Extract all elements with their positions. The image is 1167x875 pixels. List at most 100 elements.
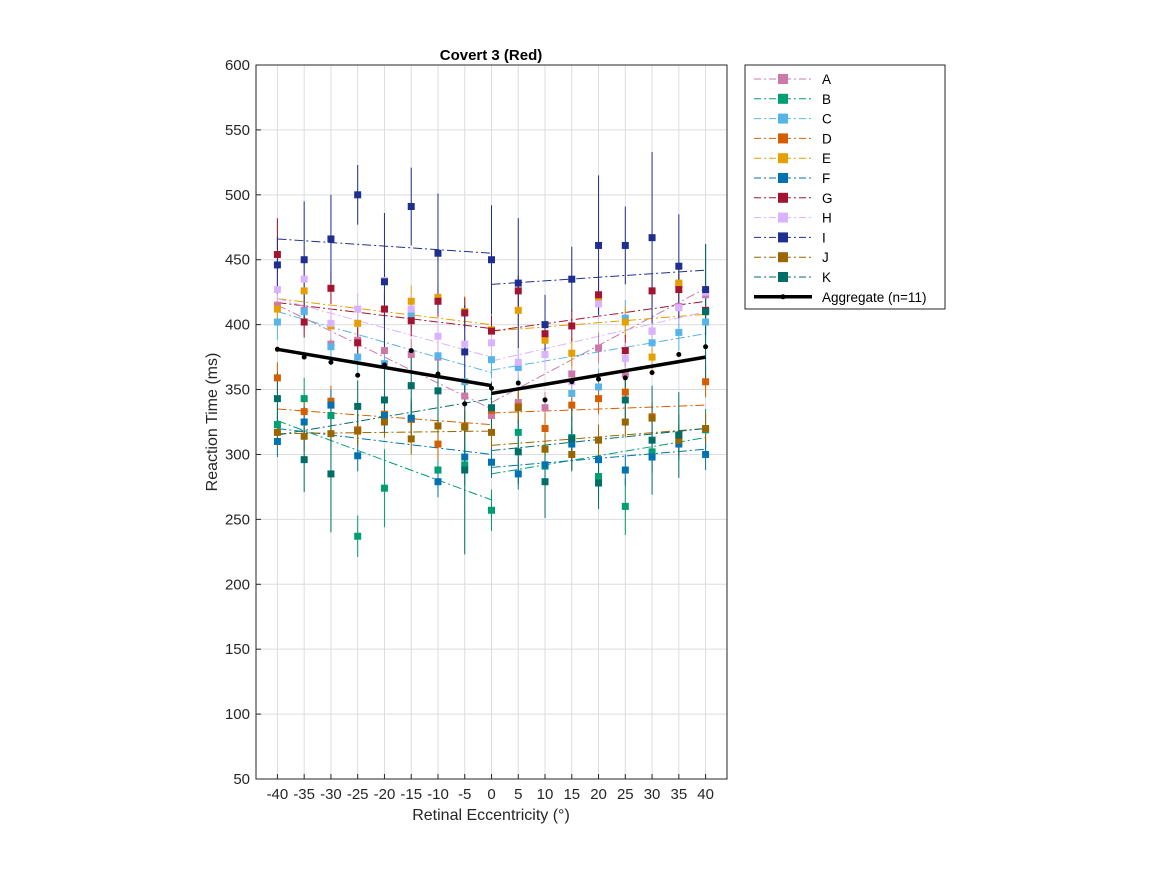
x-tick-label: 5: [514, 786, 522, 803]
series-h-marker: [648, 327, 656, 335]
legend-i-label: I: [822, 230, 826, 245]
series-k-marker: [300, 456, 308, 464]
legend-f-swatch: [778, 173, 788, 183]
legend-a-label: A: [822, 72, 831, 87]
series-f-marker: [702, 450, 710, 458]
x-tick-label: 10: [537, 786, 554, 803]
series-k-marker: [434, 387, 442, 395]
series-f-marker: [327, 401, 335, 409]
series-k-marker: [407, 382, 415, 390]
series-e-marker: [675, 279, 683, 287]
series-i-marker: [380, 278, 388, 286]
aggregate-point: [703, 344, 709, 350]
aggregate-point: [596, 376, 602, 382]
series-e-marker: [648, 353, 656, 361]
legend-e-label: E: [822, 151, 831, 166]
legend-b-label: B: [822, 92, 831, 107]
aggregate-point: [328, 359, 334, 365]
series-j-marker: [648, 414, 656, 422]
series-b-marker: [461, 461, 469, 469]
series-c-marker: [514, 363, 522, 371]
legend-a-swatch: [778, 74, 788, 84]
aggregate-point: [515, 380, 521, 386]
series-a-marker: [488, 412, 495, 420]
series-g-marker: [514, 287, 522, 295]
x-tick-label: 20: [590, 786, 607, 803]
series-j-marker: [514, 404, 522, 412]
legend-k-swatch: [778, 272, 788, 282]
series-e-marker: [273, 305, 281, 313]
legend-j-label: J: [822, 250, 829, 265]
y-tick-label: 400: [225, 317, 250, 334]
x-tick-label: 35: [670, 786, 687, 803]
y-tick-label: 300: [225, 446, 250, 463]
x-tick-label: -5: [458, 786, 471, 803]
series-j-marker: [380, 418, 388, 426]
series-b-marker: [327, 412, 335, 420]
series-b-marker: [434, 466, 442, 474]
legend-j-swatch: [778, 252, 788, 263]
series-c-fit-left: [277, 311, 492, 374]
y-tick-label: 150: [225, 641, 250, 658]
series-e-marker: [407, 297, 415, 305]
series-g-marker: [434, 297, 442, 305]
aggregate-point: [408, 348, 414, 354]
legend-f-label: F: [822, 171, 830, 186]
series-g-marker: [407, 317, 415, 325]
series-d-marker: [434, 440, 442, 448]
series-b-marker: [595, 473, 603, 481]
series-i-marker: [273, 261, 281, 269]
series-k-marker: [354, 402, 362, 410]
series-j-marker: [407, 435, 415, 443]
series-j-marker: [595, 436, 603, 444]
series-f-marker: [300, 418, 308, 426]
x-tick-label: -35: [293, 786, 315, 803]
series-i-marker: [461, 348, 469, 356]
series-j-marker: [434, 422, 442, 430]
legend-b-swatch: [778, 93, 788, 104]
legend-g-swatch: [778, 192, 788, 203]
x-tick-label: -20: [374, 786, 396, 803]
x-tick-label: 0: [487, 786, 495, 803]
series-c-marker: [568, 389, 576, 397]
series-k-marker: [675, 431, 683, 439]
series-a-marker: [380, 347, 388, 355]
series-c-marker: [273, 318, 281, 326]
series-d-marker: [702, 378, 710, 386]
x-tick-label: -30: [320, 786, 342, 803]
series-b-marker: [380, 484, 388, 492]
series-j-marker: [702, 424, 710, 432]
series-e-marker: [434, 293, 442, 301]
legend-aggregate-marker: [780, 294, 786, 300]
series-a-marker: [621, 370, 629, 378]
series-d-marker: [273, 374, 281, 382]
series-b-marker: [300, 395, 308, 403]
series-c-marker: [300, 308, 308, 316]
series-f-marker: [434, 478, 442, 486]
series-f-marker: [488, 458, 495, 466]
series-f-marker: [461, 453, 469, 461]
series-k-marker: [648, 436, 656, 444]
series-a-marker: [407, 350, 415, 358]
series-i-marker: [407, 203, 415, 211]
series-h-marker: [327, 319, 335, 327]
series-j-marker: [461, 423, 469, 431]
series-g-marker: [327, 284, 335, 292]
aggregate-point: [435, 371, 441, 377]
x-tick-label: 30: [644, 786, 661, 803]
series-i-marker: [568, 275, 576, 283]
series-d-marker: [595, 395, 603, 403]
series-k-marker: [621, 396, 629, 404]
series-b-marker: [488, 506, 495, 514]
series-g-marker: [648, 287, 656, 295]
series-i-marker: [327, 235, 335, 243]
series-h-marker: [595, 300, 603, 308]
series-g-marker: [488, 327, 495, 335]
series-h-marker: [461, 340, 469, 348]
aggregate-series: [274, 344, 709, 407]
legend-i-swatch: [778, 232, 788, 243]
series-h-marker: [354, 305, 362, 313]
series-a-marker: [568, 370, 576, 378]
